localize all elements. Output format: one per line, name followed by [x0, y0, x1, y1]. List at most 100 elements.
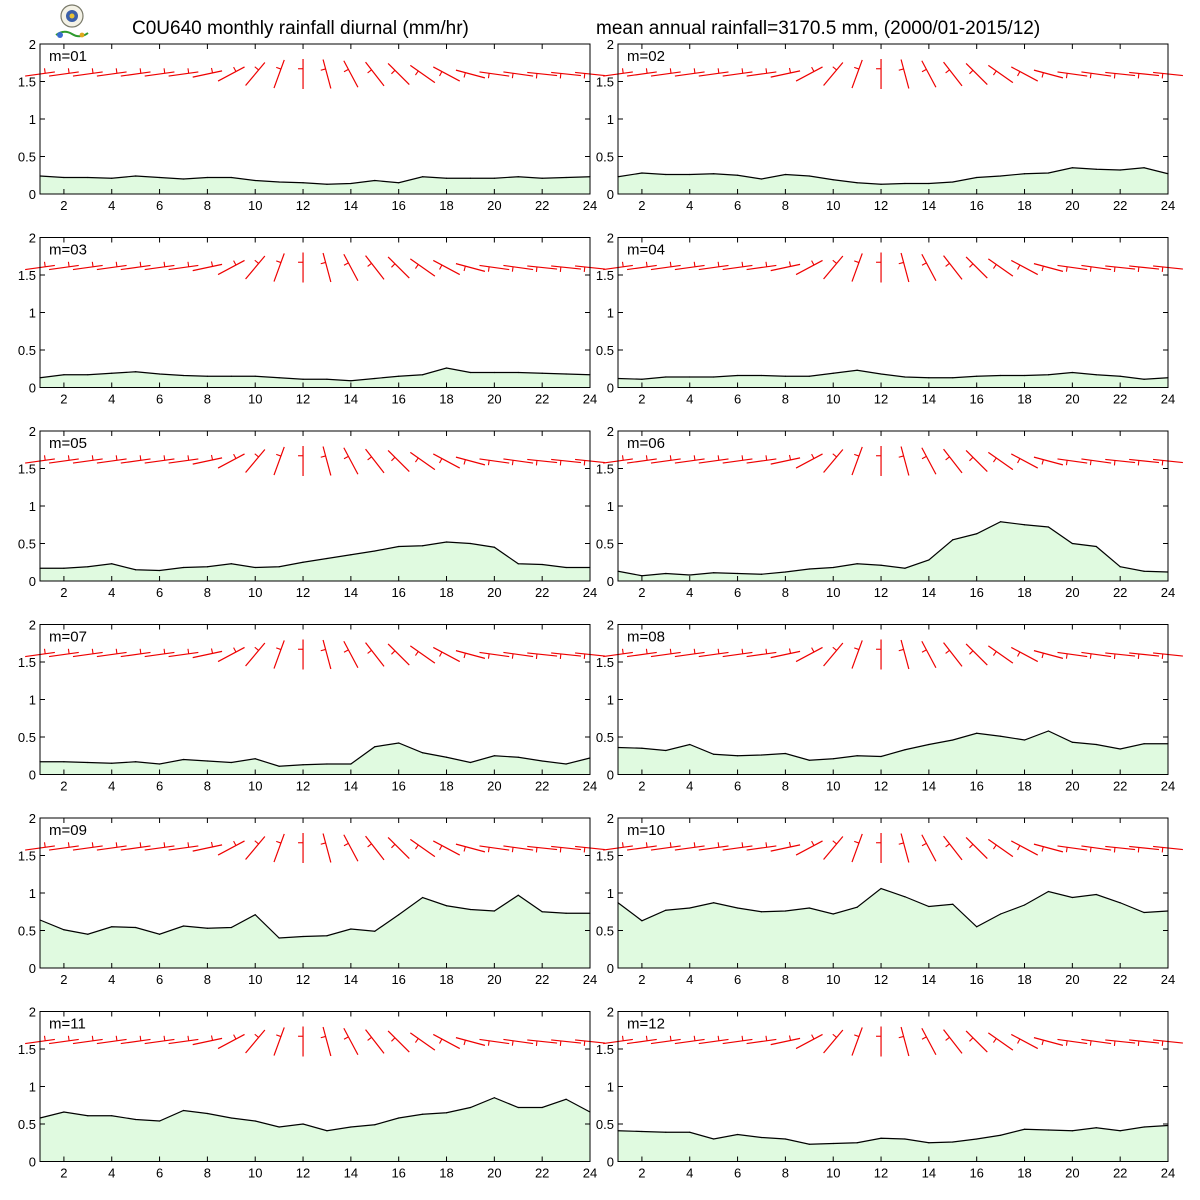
x-tick-label: 18 — [1017, 392, 1031, 407]
wind-barb-shaft — [96, 264, 127, 271]
wind-barb-shaft — [144, 264, 175, 271]
wind-barb — [217, 259, 245, 276]
wind-barb-shaft — [479, 71, 510, 77]
wind-barb-tick — [463, 265, 466, 272]
data-point — [422, 374, 424, 376]
wind-barb — [48, 842, 79, 851]
data-point — [1095, 168, 1097, 170]
wind-barb-shaft — [322, 639, 332, 670]
x-tick-label: 18 — [1017, 1166, 1031, 1181]
wind-barb — [626, 842, 657, 851]
x-tick-label: 12 — [296, 779, 310, 794]
wind-barb — [409, 838, 436, 858]
wind-barb-shaft — [432, 453, 461, 469]
rainfall-area — [618, 731, 1168, 775]
wind-barb-shaft — [455, 650, 486, 659]
wind-barb-tick — [343, 842, 349, 847]
data-point — [641, 747, 643, 749]
wind-barb-shaft — [343, 253, 359, 282]
rainfall-line — [39, 175, 591, 185]
wind-barb-tick — [898, 455, 904, 458]
wind-barb — [144, 1035, 175, 1045]
y-tick-label: 2 — [607, 231, 614, 246]
data-point — [350, 182, 352, 185]
wind-barb — [898, 639, 910, 670]
wind-barb-tick — [945, 649, 950, 654]
wind-barb-tick — [945, 69, 950, 74]
wind-barb-tick — [811, 260, 815, 266]
y-tick-label: 0 — [607, 381, 614, 396]
data-point — [1095, 545, 1097, 548]
wind-barb — [1057, 651, 1088, 659]
panel-month-label: m=12 — [627, 1016, 665, 1033]
x-tick-label: 18 — [439, 779, 453, 794]
wind-barb-shaft — [722, 651, 753, 658]
wind-barb-tick — [414, 844, 419, 850]
wind-barb-tick — [1137, 847, 1140, 853]
wind-barb-shaft — [795, 66, 823, 82]
data-point — [808, 1143, 810, 1145]
data-point — [469, 908, 472, 911]
wind-barb-tick — [669, 261, 672, 267]
x-tick-label: 24 — [1161, 585, 1175, 600]
wind-barb-shaft — [551, 265, 582, 270]
data-point — [182, 925, 185, 927]
y-tick-label: 1 — [607, 693, 614, 708]
wind-barb-shaft — [1010, 840, 1039, 856]
rainfall-line — [617, 1124, 1169, 1145]
wind-barb — [343, 1027, 359, 1056]
wind-barb — [479, 458, 510, 466]
data-point — [135, 761, 137, 763]
data-point — [880, 564, 882, 566]
wind-barb — [343, 640, 359, 669]
data-point — [469, 177, 472, 179]
wind-barb — [48, 648, 79, 658]
wind-barb-shaft — [479, 651, 510, 658]
x-tick-label: 22 — [535, 198, 549, 213]
wind-barb-tick — [921, 262, 927, 266]
x-tick-label: 14 — [344, 1166, 358, 1181]
wind-barb — [987, 645, 1014, 664]
wind-barb-tick — [1065, 73, 1068, 79]
wind-barb-tick — [1113, 653, 1116, 659]
wind-barb — [921, 447, 937, 475]
wind-barb-shaft — [698, 845, 729, 851]
x-tick-label: 16 — [391, 198, 405, 213]
wind-barb-tick — [898, 1035, 904, 1039]
y-tick-label: 1 — [29, 693, 36, 708]
y-tick-label: 1 — [29, 499, 36, 514]
wind-barb-tick — [511, 266, 514, 272]
wind-barb-shaft — [1057, 458, 1088, 464]
wind-barb-tick — [1041, 846, 1044, 852]
wind-barb-shaft — [1105, 265, 1136, 270]
wind-barb-shaft — [322, 1026, 332, 1057]
wind-barb-tick — [645, 1035, 648, 1041]
wind-barb-shaft — [626, 651, 657, 658]
y-tick-label: 1.5 — [18, 1042, 36, 1057]
x-tick-label: 6 — [156, 1166, 163, 1181]
y-tick-label: 1 — [607, 1080, 614, 1095]
wind-barb — [503, 651, 534, 659]
wind-barb-tick — [463, 1039, 466, 1046]
wind-barb-tick — [645, 261, 648, 267]
wind-barb-shaft — [527, 71, 558, 77]
data-point — [206, 1112, 208, 1115]
x-tick-label: 22 — [1113, 585, 1127, 600]
wind-barb-tick — [1137, 73, 1140, 79]
wind-barb — [72, 1035, 103, 1045]
wind-barb — [527, 845, 558, 853]
data-point — [87, 176, 89, 179]
data-point — [713, 376, 715, 378]
y-tick-label: 1.5 — [18, 75, 36, 90]
wind-barb-tick — [115, 455, 118, 461]
wind-barb — [96, 1035, 127, 1045]
wind-barb — [1081, 71, 1112, 79]
x-tick-label: 24 — [583, 585, 597, 600]
wind-barb — [943, 835, 963, 861]
x-tick-label: 6 — [734, 392, 741, 407]
data-point — [541, 563, 543, 566]
data-point — [808, 375, 810, 377]
data-point — [565, 566, 567, 569]
data-point — [928, 377, 930, 379]
